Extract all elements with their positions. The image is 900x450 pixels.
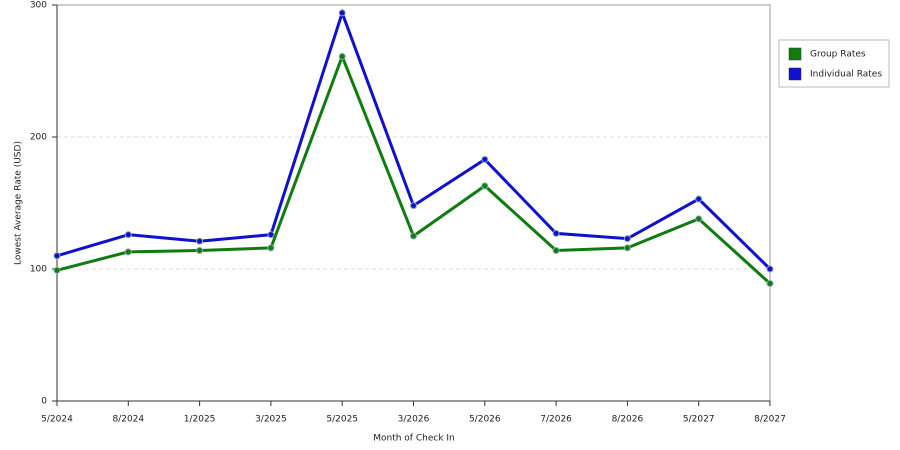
point <box>124 248 132 256</box>
legend-swatch <box>788 67 802 81</box>
point <box>552 247 560 255</box>
series-line <box>56 52 772 285</box>
y-axis-title: Lowest Average Rate (USD) <box>14 141 24 265</box>
x-tick-label: 7/2026 <box>540 415 572 425</box>
point <box>53 266 61 274</box>
point <box>124 231 132 239</box>
point <box>410 202 417 210</box>
point <box>481 182 489 190</box>
x-tick-label: 1/2025 <box>184 415 216 425</box>
point <box>552 229 560 237</box>
point <box>623 235 631 243</box>
point <box>338 9 346 17</box>
point <box>695 195 703 203</box>
y-tick-label: 0 <box>41 397 47 407</box>
x-tick-label: 3/2026 <box>398 415 430 425</box>
y-tick-label: 100 <box>30 265 47 275</box>
y-tick-label: 300 <box>30 1 47 11</box>
point <box>695 215 703 223</box>
point <box>410 232 417 240</box>
legend-label: Individual Rates <box>810 70 882 80</box>
x-tick-label: 8/2027 <box>754 415 786 425</box>
point <box>196 247 204 255</box>
point <box>766 280 774 288</box>
point <box>196 237 204 245</box>
point <box>481 155 489 163</box>
point <box>267 231 275 239</box>
legend-swatch <box>788 47 802 61</box>
point <box>267 244 275 252</box>
point <box>623 244 631 252</box>
point <box>338 52 346 60</box>
legend-label: Group Rates <box>810 50 866 60</box>
x-tick-label: 5/2026 <box>469 415 501 425</box>
series-line <box>56 8 772 271</box>
x-tick-label: 5/2027 <box>683 415 715 425</box>
x-tick-label: 5/2024 <box>41 415 73 425</box>
x-axis-title: Month of Check In <box>373 434 455 444</box>
point <box>53 252 61 260</box>
x-tick-label: 8/2026 <box>612 415 644 425</box>
point <box>766 265 774 273</box>
x-tick-label: 5/2025 <box>326 415 358 425</box>
x-tick-label: 3/2025 <box>255 415 287 425</box>
x-tick-label: 8/2024 <box>112 415 144 425</box>
y-tick-label: 200 <box>30 133 47 143</box>
